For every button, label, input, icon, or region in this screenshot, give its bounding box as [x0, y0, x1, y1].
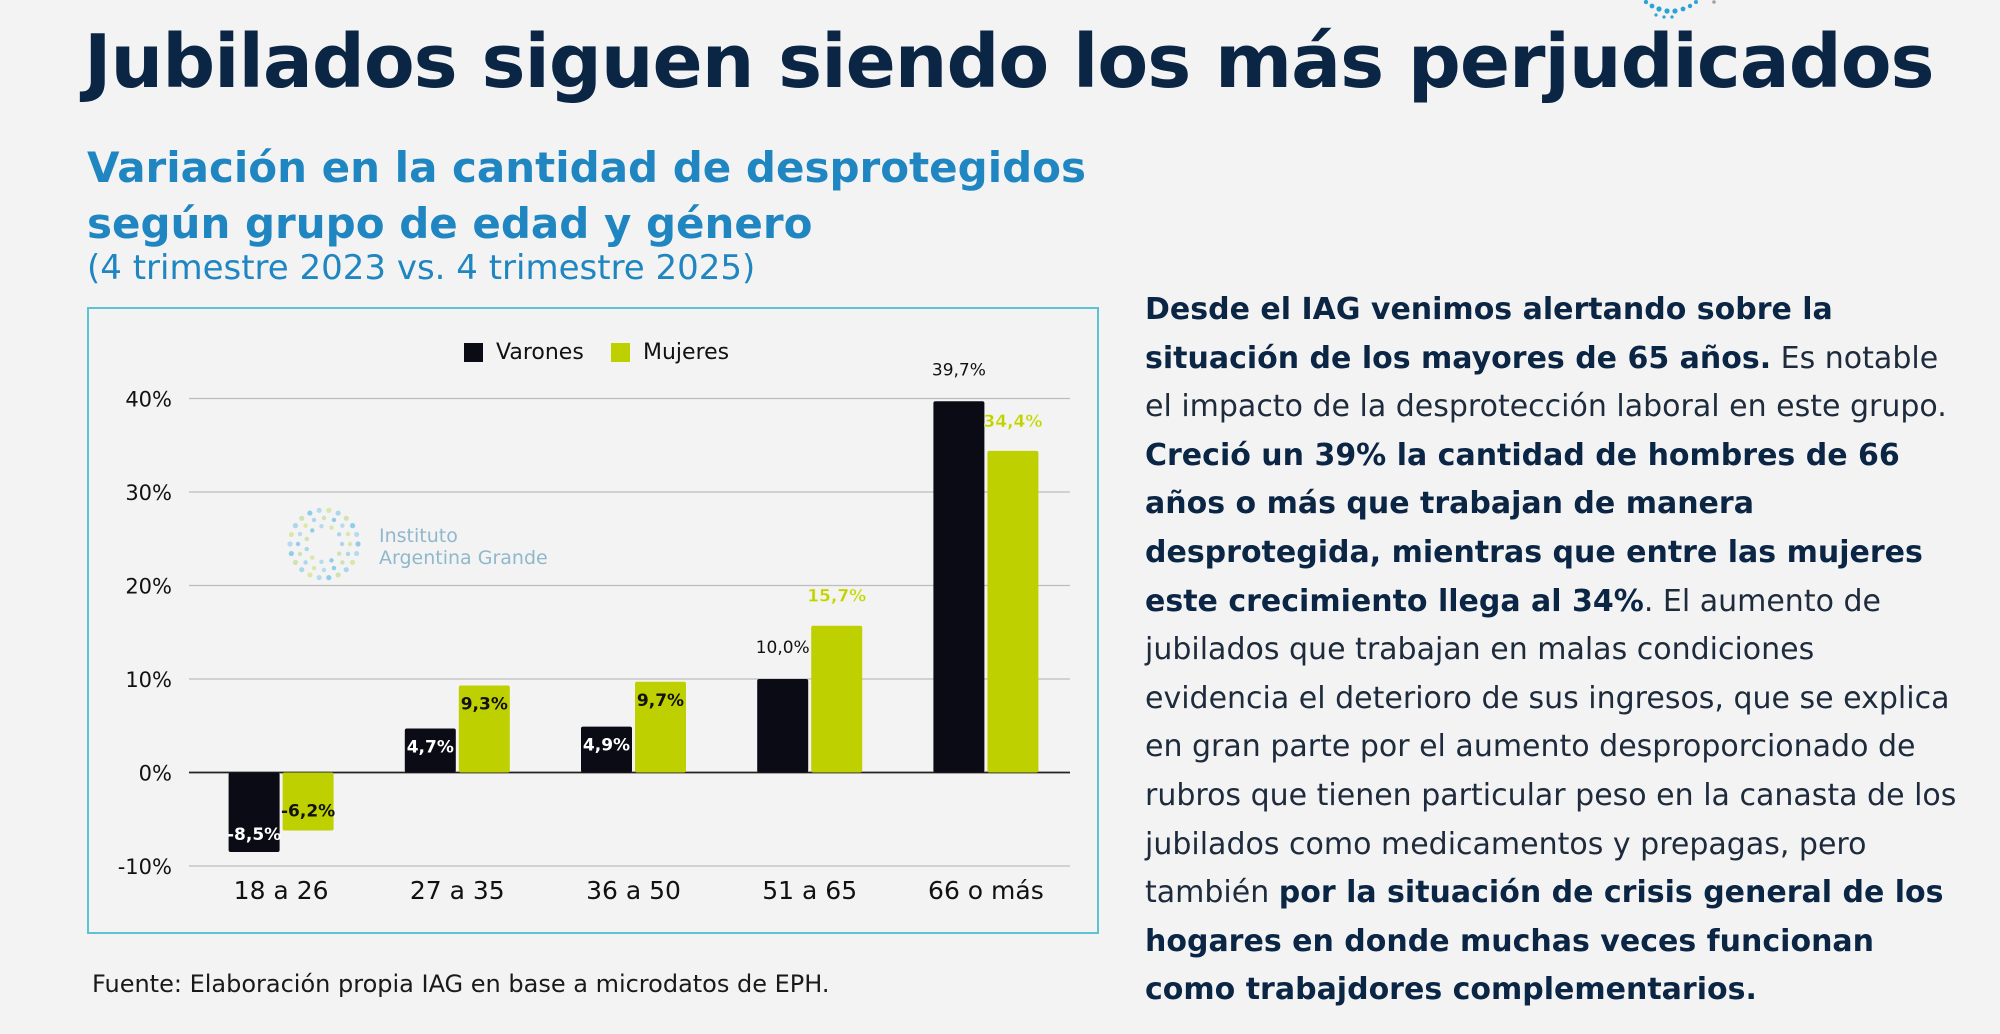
x-tick-label: 51 a 65: [762, 876, 857, 905]
watermark-logo-icon: [287, 507, 361, 581]
chart-subtitle: Variación en la cantidad de desprotegido…: [87, 143, 1087, 248]
bar-mujeres-2: [458, 685, 510, 773]
source-note: Fuente: Elaboración propia IAG en base a…: [92, 970, 830, 998]
y-tick-label: 10%: [125, 668, 172, 692]
bar-mujeres-3: [635, 681, 686, 773]
data-label-mujeres-4: 15,7%: [807, 587, 866, 607]
data-label-mujeres-2: 9,3%: [461, 695, 508, 715]
chart-frame: -10% 0% 10% 20% 30% 40% Varones Mujeres Insti…: [87, 307, 1099, 934]
commentary-bold-2: Creció un 39% la cantidad de hombres de …: [1145, 437, 1923, 619]
commentary-text-2: . El aumento de jubilados que trabajan e…: [1145, 583, 1957, 911]
data-label-varones-3: 4,9%: [583, 736, 630, 756]
watermark-line2: Argentina Grande: [379, 547, 548, 569]
bar-chart: -10% 0% 10% 20% 30% 40% Varones Mujeres Insti…: [118, 340, 1070, 905]
watermark: Instituto Argentina Grande: [287, 507, 548, 581]
y-tick-label: -10%: [118, 855, 172, 879]
bar-varones-1: [228, 772, 280, 852]
data-label-varones-4: 10,0%: [756, 638, 810, 658]
data-label-varones-2: 4,7%: [407, 738, 454, 758]
corner-logo-icon: [1640, 0, 1720, 22]
data-label-mujeres-3: 9,7%: [637, 691, 684, 711]
legend-swatch-mujeres: [611, 343, 630, 362]
legend-label-varones: Varones: [496, 340, 584, 365]
commentary-paragraph: Desde el IAG venimos alertando sobre la …: [1145, 286, 1965, 1015]
bar-varones-3: [581, 726, 632, 773]
bar-varones-4: [757, 679, 809, 773]
bar-mujeres-4: [811, 625, 863, 773]
data-label-mujeres-5: 34,4%: [983, 412, 1042, 432]
y-tick-label: 40%: [125, 388, 172, 412]
y-tick-label: 20%: [125, 575, 172, 599]
bar-varones-5: [933, 401, 985, 773]
chart-period: (4 trimestre 2023 vs. 4 trimestre 2025): [87, 248, 756, 288]
data-label-varones-1: -8,5%: [227, 825, 281, 845]
x-tick-label: 36 a 50: [586, 876, 681, 905]
commentary-bold-3: por la situación de crisis general de lo…: [1145, 875, 1944, 1008]
y-tick-label: 30%: [125, 481, 172, 505]
watermark-line1: Instituto: [379, 525, 458, 547]
y-tick-label: 0%: [139, 762, 172, 786]
x-tick-label: 18 a 26: [234, 876, 329, 905]
bar-varones-2: [404, 728, 456, 773]
bar-mujeres-5: [987, 450, 1039, 773]
commentary-text-1: Es notable el impacto de la desprotecció…: [1145, 340, 1947, 425]
page-title: Jubilados siguen siendo los más perjudic…: [84, 19, 1935, 105]
x-tick-label: 66 o más: [928, 876, 1044, 905]
x-tick-label: 27 a 35: [410, 876, 505, 905]
legend-swatch-varones: [464, 343, 483, 362]
legend-label-mujeres: Mujeres: [643, 340, 729, 365]
data-label-varones-5: 39,7%: [932, 360, 986, 380]
bar-mujeres-1: [282, 772, 334, 831]
data-label-mujeres-1: -6,2%: [281, 801, 335, 821]
legend: Varones Mujeres: [464, 340, 729, 365]
commentary-bold-1: Desde el IAG venimos alertando sobre la …: [1145, 292, 1833, 376]
